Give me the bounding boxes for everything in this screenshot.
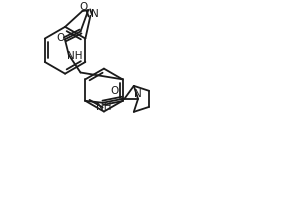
Text: O: O xyxy=(57,33,65,43)
Text: O: O xyxy=(79,2,87,12)
Text: NH: NH xyxy=(96,102,112,112)
Text: O: O xyxy=(110,86,119,96)
Text: N: N xyxy=(92,9,99,19)
Text: N: N xyxy=(134,89,142,99)
Text: NH: NH xyxy=(67,51,83,61)
